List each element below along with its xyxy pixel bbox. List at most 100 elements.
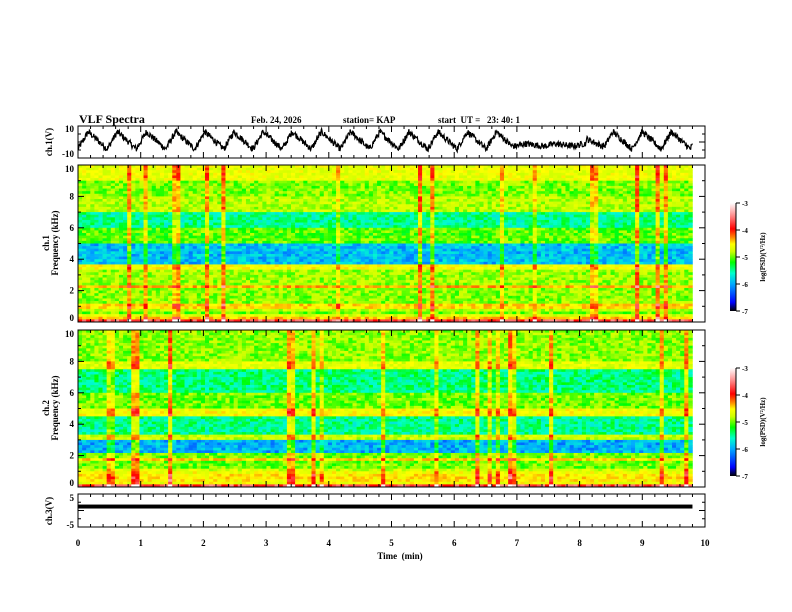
spectrogram-cell (147, 225, 153, 229)
spectrogram-cell (393, 230, 398, 234)
spectrogram-cell (270, 201, 275, 205)
spectrogram-cell (204, 233, 210, 236)
spectrogram-cell (209, 180, 214, 184)
spectrogram-cell (381, 246, 386, 250)
spectrogram-cell (516, 193, 521, 197)
spectrogram-cell (577, 191, 583, 195)
spectrogram-cell (581, 238, 587, 242)
spectrogram-cell (446, 188, 452, 192)
spectrogram-cell (282, 199, 288, 202)
spectrogram-cell (241, 225, 247, 229)
spectrogram-cell (262, 204, 267, 208)
spectrogram-cell (262, 238, 267, 242)
spectrogram-cell (82, 180, 87, 184)
spectrogram-cell (540, 191, 546, 195)
spectrogram-cell (647, 214, 652, 218)
spectrogram-cell (344, 222, 349, 226)
spectrogram-cell (86, 214, 91, 218)
spectrogram-cell (508, 180, 513, 184)
spectrogram-cell (188, 227, 193, 231)
spectrogram-cell (499, 214, 505, 218)
spectrogram-cell (631, 222, 636, 226)
spectrogram-cell (336, 227, 341, 231)
spectrogram-cell (585, 214, 591, 218)
spectrogram-cell (90, 191, 95, 195)
spectrogram-cell (98, 188, 103, 192)
spectrogram-cell (643, 235, 648, 239)
spectrogram-cell (598, 172, 603, 176)
spectrogram-cell (225, 243, 230, 247)
spectrogram-cell (557, 201, 562, 205)
spectrogram-cell (618, 188, 624, 192)
spectrogram-cell (684, 185, 689, 189)
spectrogram-cell (131, 185, 136, 189)
spectrogram-cell (356, 235, 361, 239)
spectrogram-cell (250, 233, 255, 236)
spectrogram-cell (626, 217, 632, 221)
spectrogram-cell (303, 172, 308, 176)
spectrogram-cell (647, 204, 652, 208)
spectrogram-cell (422, 204, 427, 208)
spectrogram-cell (217, 233, 222, 236)
spectrogram-cell (106, 206, 112, 210)
spectrogram-cell (209, 175, 214, 179)
spectrogram-cell (110, 248, 116, 252)
spectrogram-cell (225, 246, 230, 250)
spectrogram-cell (168, 170, 173, 174)
spectrogram-cell (184, 191, 189, 195)
spectrogram-cell (340, 222, 345, 226)
spectrogram-cell (106, 165, 112, 168)
spectrogram-cell (381, 185, 386, 189)
spectrogram-cell (405, 172, 411, 176)
spectrogram-cell (180, 185, 185, 189)
spectrogram-cell (245, 222, 251, 226)
spectrogram-cell (532, 233, 538, 236)
spectrogram-cell (504, 170, 509, 174)
spectrogram-cell (319, 172, 325, 176)
spectrogram-cell (274, 219, 280, 223)
spectrogram-cell (626, 219, 632, 223)
spectrogram-cell (381, 227, 386, 231)
spectrogram-cell (491, 222, 497, 226)
spectrogram-cell (98, 180, 103, 184)
spectrogram-cell (139, 233, 144, 236)
spectrogram-cell (241, 209, 247, 213)
spectrogram-cell (467, 193, 472, 197)
spectrogram-cell (413, 230, 419, 234)
spectrogram-cell (561, 217, 566, 221)
spectrogram-cell (102, 230, 107, 234)
spectrogram-cell (553, 206, 558, 210)
spectrogram-cell (540, 170, 546, 174)
spectrogram-cell (688, 167, 693, 171)
spectrogram-cell (86, 165, 91, 168)
spectrogram-cell (434, 222, 439, 226)
spectrogram-cell (667, 191, 673, 195)
spectrogram-cell (323, 204, 329, 208)
spectrogram-cell (241, 235, 247, 239)
spectrogram-cell (118, 225, 124, 229)
spectrogram-cell (258, 225, 263, 229)
spectrogram-cell (467, 167, 472, 171)
spectrogram-cell (508, 175, 513, 179)
spectrogram-cell (446, 191, 452, 195)
spectrogram-cell (524, 180, 529, 184)
spectrogram-cell (614, 199, 620, 202)
spectrogram-cell (663, 178, 669, 181)
spectrogram-cell (368, 165, 374, 168)
spectrogram-cell (610, 227, 615, 231)
spectrogram-cell (471, 178, 476, 181)
spectrogram-cell (168, 196, 173, 200)
spectrogram-cell (508, 209, 513, 213)
spectrogram-cell (381, 188, 386, 192)
spectrogram-cell (159, 233, 165, 236)
spectrogram-cell (229, 199, 234, 202)
spectrogram-cell (598, 175, 603, 179)
spectrogram-cell (110, 167, 116, 171)
spectrogram-cell (659, 172, 665, 176)
spectrogram-cell (508, 222, 513, 226)
spectrogram-cell (311, 225, 316, 229)
spectrogram-cell (372, 170, 378, 174)
spectrogram-cell (168, 204, 173, 208)
spectrogram-cell (561, 214, 566, 218)
spectrogram-cell (241, 170, 247, 174)
